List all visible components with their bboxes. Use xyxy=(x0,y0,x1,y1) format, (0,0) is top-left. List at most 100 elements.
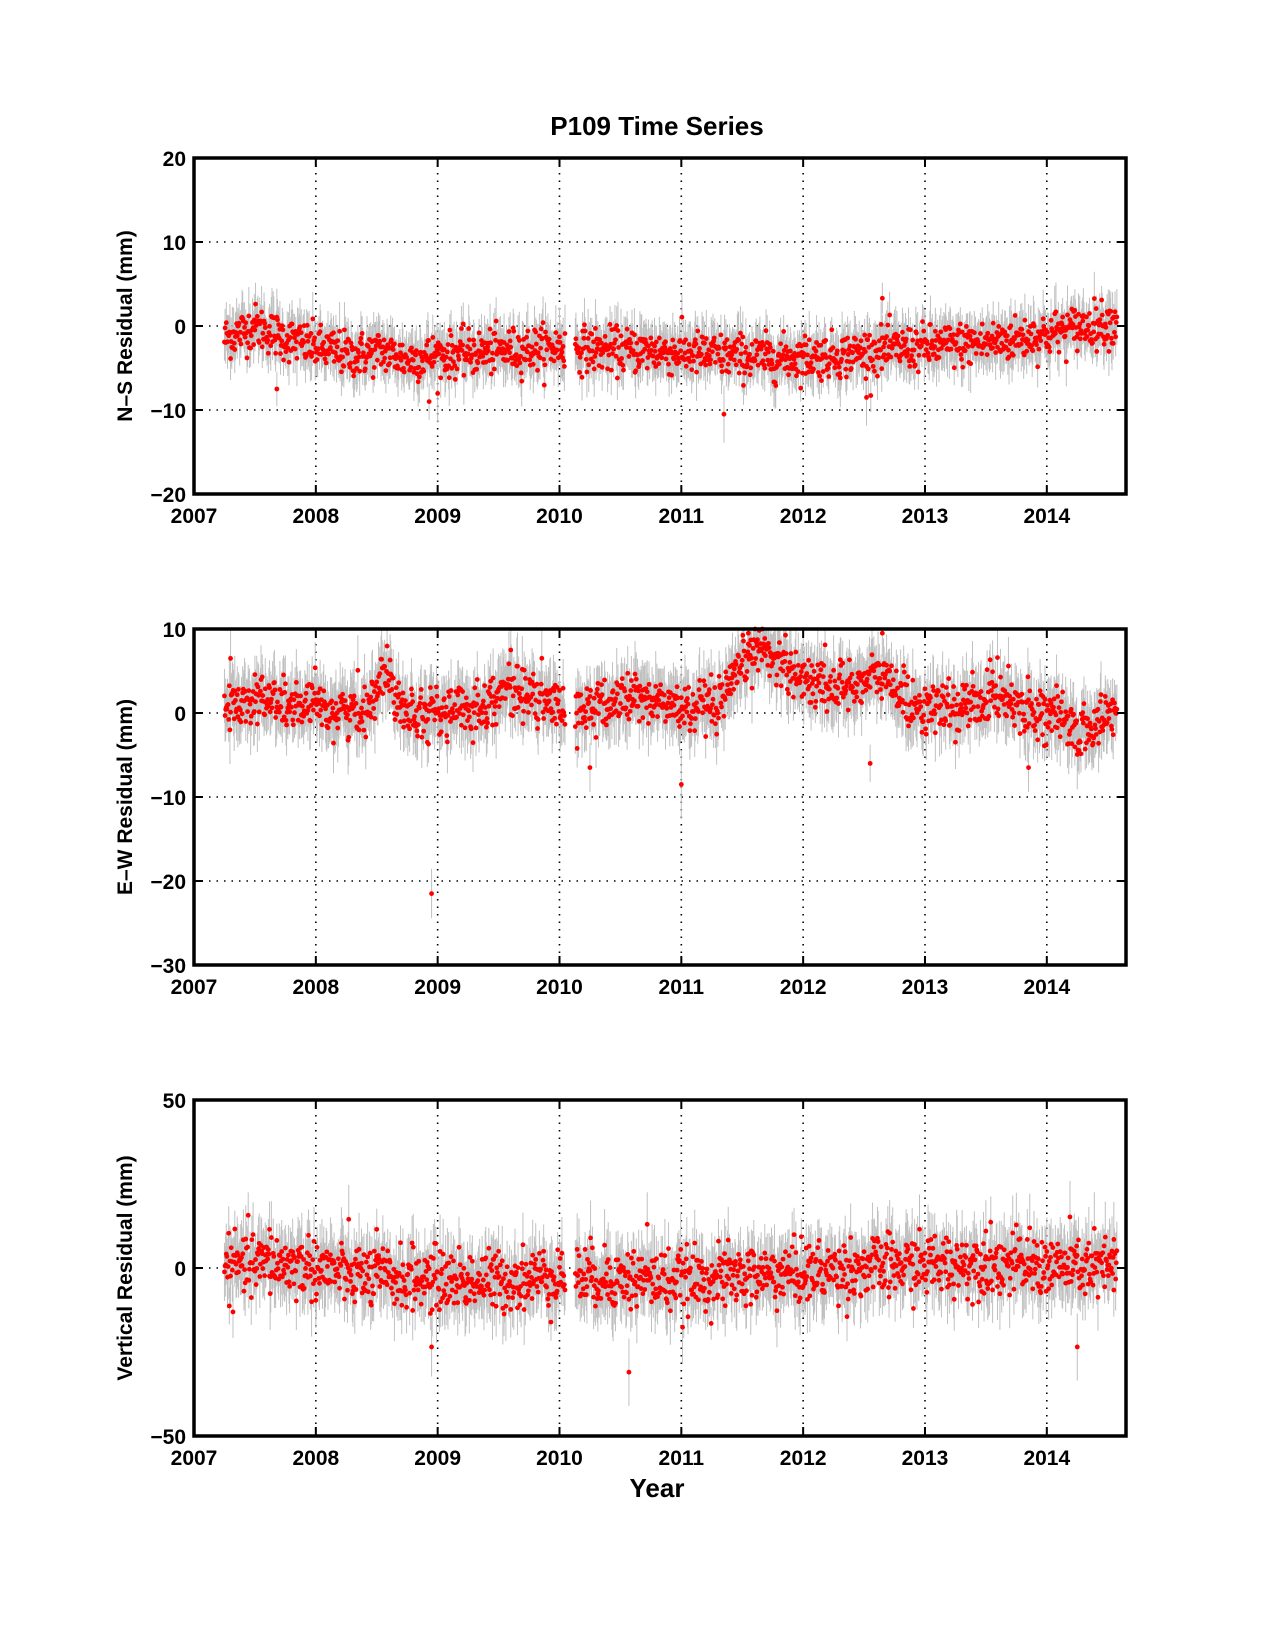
data-point xyxy=(721,411,727,417)
x-tick-label: 2011 xyxy=(659,505,705,528)
data-point xyxy=(576,345,582,351)
data-point xyxy=(433,343,439,349)
data-point xyxy=(376,333,381,339)
data-point xyxy=(599,364,605,370)
data-point xyxy=(322,356,328,362)
data-point xyxy=(379,656,385,662)
data-point xyxy=(1062,333,1068,339)
data-point xyxy=(953,340,959,345)
data-point xyxy=(762,365,768,371)
data-point xyxy=(1045,329,1050,335)
data-point xyxy=(722,340,727,346)
data-point xyxy=(372,347,378,352)
data-point xyxy=(316,701,322,706)
data-point xyxy=(703,362,709,368)
data-point xyxy=(272,680,277,685)
data-point xyxy=(339,369,344,375)
data-point xyxy=(724,337,730,343)
data-point xyxy=(243,719,249,724)
data-point xyxy=(350,697,356,703)
data-point xyxy=(885,322,891,328)
data-point xyxy=(695,328,701,334)
data-point xyxy=(538,345,544,351)
data-point xyxy=(321,339,327,345)
data-point xyxy=(985,330,991,336)
data-point xyxy=(490,350,495,356)
x-tick-label: 2014 xyxy=(1023,505,1070,528)
data-point xyxy=(1040,316,1046,322)
data-point xyxy=(870,357,875,363)
data-point xyxy=(382,355,388,361)
data-point xyxy=(468,359,473,365)
data-point xyxy=(415,379,421,385)
data-point xyxy=(663,356,669,362)
data-point xyxy=(626,354,632,359)
data-point xyxy=(321,688,327,694)
data-point xyxy=(1006,354,1012,360)
data-point xyxy=(529,344,535,350)
data-point xyxy=(299,719,305,725)
data-point xyxy=(361,727,367,733)
data-point xyxy=(394,712,400,717)
data-point xyxy=(507,685,513,690)
data-point xyxy=(420,358,425,364)
data-point xyxy=(434,684,439,690)
data-point xyxy=(346,734,352,740)
data-point xyxy=(592,354,598,359)
data-point xyxy=(731,343,737,349)
data-point xyxy=(310,316,316,322)
data-point xyxy=(265,350,271,356)
data-point xyxy=(663,339,668,345)
data-point xyxy=(459,326,464,331)
data-point xyxy=(786,372,791,378)
data-point xyxy=(1080,318,1086,324)
data-point xyxy=(537,355,543,361)
data-point xyxy=(252,672,258,678)
data-point xyxy=(345,712,350,718)
data-point xyxy=(348,360,353,366)
data-point xyxy=(752,358,758,364)
data-point xyxy=(407,726,413,732)
data-point xyxy=(795,369,801,375)
data-point xyxy=(932,328,938,334)
data-point xyxy=(958,352,964,357)
data-point xyxy=(312,665,318,671)
data-point xyxy=(467,346,473,352)
data-point xyxy=(255,684,261,690)
data-point xyxy=(429,364,435,369)
data-point xyxy=(358,335,364,341)
data-point xyxy=(335,725,341,731)
data-point xyxy=(700,334,706,340)
data-point xyxy=(368,694,374,700)
data-point xyxy=(605,366,611,372)
data-point xyxy=(400,690,406,696)
data-point xyxy=(284,722,289,728)
data-point xyxy=(546,336,552,342)
data-point xyxy=(519,378,525,384)
data-point xyxy=(819,355,825,361)
data-point xyxy=(486,703,492,709)
data-point xyxy=(426,708,432,714)
data-point xyxy=(506,329,512,334)
data-point xyxy=(387,361,392,366)
data-point xyxy=(510,693,516,699)
data-point xyxy=(434,693,440,699)
data-point xyxy=(267,709,273,715)
data-point xyxy=(533,329,539,335)
data-point xyxy=(358,715,364,720)
data-point xyxy=(1035,364,1041,370)
data-point xyxy=(550,709,556,715)
data-point xyxy=(829,327,835,333)
data-point xyxy=(965,344,971,349)
data-point xyxy=(585,336,591,341)
data-point xyxy=(593,350,599,355)
data-point xyxy=(248,333,254,339)
data-point xyxy=(309,685,315,691)
data-point xyxy=(559,718,565,724)
data-point xyxy=(808,360,814,366)
data-point xyxy=(474,701,480,707)
figure-title: P109 Time Series xyxy=(550,111,763,141)
data-point xyxy=(915,369,921,375)
data-point xyxy=(443,704,449,710)
data-point xyxy=(435,391,441,396)
